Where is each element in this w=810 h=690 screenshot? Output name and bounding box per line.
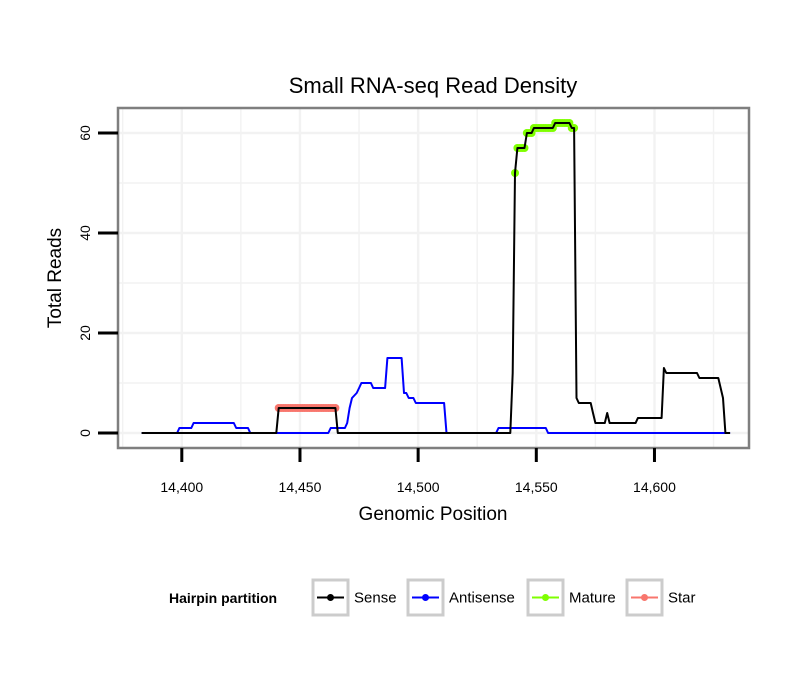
grid-lines [118,108,749,448]
x-tick-label: 14,550 [515,479,558,495]
legend-label: Star [668,590,696,607]
legend-title: Hairpin partition [169,590,277,606]
x-tick-label: 14,450 [279,479,322,495]
legend-label: Mature [569,590,616,607]
x-tick-label: 14,600 [633,479,676,495]
y-tick-label: 0 [77,429,93,437]
legend-item-star: Star [625,578,696,617]
legend: Hairpin partition Sense Antisense Mature St… [169,578,696,617]
x-tick-label: 14,500 [397,479,440,495]
legend-key-point [422,594,429,601]
legend-item-antisense: Antisense [406,578,515,617]
chart-title: Small RNA-seq Read Density [289,73,578,98]
y-tick-label: 60 [77,125,93,141]
y-tick-label: 40 [77,225,93,241]
axes: 14,400 14,450 14,500 14,550 14,600 0 20 40 60 [77,125,676,495]
legend-label: Sense [354,590,397,607]
legend-label: Antisense [449,590,515,607]
legend-key-point [641,594,648,601]
legend-key-point [327,594,334,601]
plot-panel-border [116,106,751,450]
legend-item-mature: Mature [526,578,616,617]
x-tick-label: 14,400 [160,479,203,495]
series-layer [141,119,731,434]
sense-series-line [141,122,731,434]
x-axis-title: Genomic Position [359,504,508,525]
legend-key-point [542,594,549,601]
y-axis-title: Total Reads [45,228,66,328]
legend-item-sense: Sense [311,578,397,617]
y-tick-label: 20 [77,325,93,341]
antisense-series-line [141,357,731,434]
